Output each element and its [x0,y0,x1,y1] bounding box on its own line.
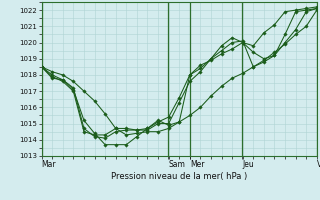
X-axis label: Pression niveau de la mer( hPa ): Pression niveau de la mer( hPa ) [111,172,247,181]
